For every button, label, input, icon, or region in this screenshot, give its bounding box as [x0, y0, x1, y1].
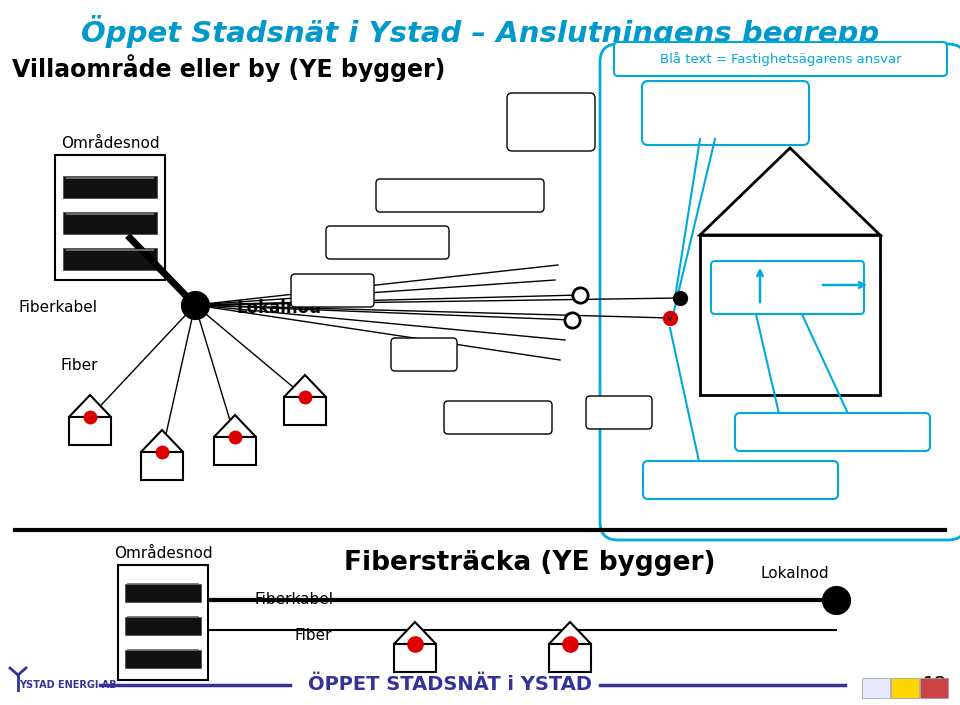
- Bar: [69, 417, 111, 445]
- Bar: [920, 678, 948, 698]
- Text: Områdesnod: Områdesnod: [113, 546, 212, 560]
- Text: Blå text = Fastighetsägarens ansvar: Blå text = Fastighetsägarens ansvar: [660, 52, 901, 66]
- Text: Anslutningspunkt: Anslutningspunkt: [399, 188, 520, 202]
- Text: v: v: [667, 313, 673, 323]
- Bar: [118, 565, 208, 680]
- FancyBboxPatch shape: [642, 81, 809, 145]
- Polygon shape: [69, 395, 111, 417]
- Polygon shape: [549, 622, 591, 644]
- Text: Fiberkabel: Fiberkabel: [255, 592, 334, 608]
- Text: Fiberkabel: Fiberkabel: [18, 300, 97, 316]
- Bar: [63, 176, 157, 198]
- Bar: [55, 155, 165, 280]
- FancyBboxPatch shape: [735, 413, 930, 451]
- Bar: [125, 617, 201, 635]
- Text: Öppet Stadsnät i Ystad – Anslutningens begrepp: Öppet Stadsnät i Ystad – Anslutningens b…: [81, 16, 879, 49]
- Text: Fibersträcka (YE bygger): Fibersträcka (YE bygger): [345, 550, 716, 576]
- Bar: [214, 437, 256, 465]
- Text: Lokalnod: Lokalnod: [760, 565, 829, 580]
- Bar: [394, 644, 436, 672]
- FancyBboxPatch shape: [711, 261, 864, 314]
- Text: Områdesnod: Områdesnod: [60, 135, 159, 150]
- FancyBboxPatch shape: [444, 401, 552, 434]
- FancyBboxPatch shape: [507, 93, 595, 151]
- Polygon shape: [700, 148, 880, 235]
- FancyBboxPatch shape: [600, 44, 960, 540]
- Text: YSTAD ENERGI AB: YSTAD ENERGI AB: [19, 680, 117, 690]
- Text: Villaområde eller by (YE bygger): Villaområde eller by (YE bygger): [12, 54, 445, 82]
- FancyBboxPatch shape: [326, 226, 449, 259]
- Polygon shape: [284, 375, 326, 397]
- Text: Lokalnod: Lokalnod: [237, 299, 322, 317]
- Polygon shape: [394, 622, 436, 644]
- Polygon shape: [214, 415, 256, 437]
- FancyBboxPatch shape: [643, 461, 838, 499]
- FancyBboxPatch shape: [586, 396, 652, 429]
- FancyBboxPatch shape: [291, 274, 374, 307]
- Text: Fiber: Fiber: [60, 357, 98, 372]
- Text: 12: 12: [924, 675, 948, 694]
- FancyBboxPatch shape: [614, 42, 947, 76]
- FancyBboxPatch shape: [376, 179, 544, 212]
- Text: Fiber: Fiber: [316, 283, 349, 298]
- Text: Fiberterminal: Fiberterminal: [741, 281, 833, 295]
- Text: Håltagning i fasad: Håltagning i fasad: [677, 472, 804, 488]
- Bar: [63, 248, 157, 270]
- Bar: [891, 678, 919, 698]
- Bar: [63, 212, 157, 234]
- Bar: [549, 644, 591, 672]
- Bar: [125, 650, 201, 668]
- Text: LAN – Lokalt nätverk: LAN – Lokalt nätverk: [761, 425, 904, 439]
- Bar: [141, 452, 183, 480]
- Polygon shape: [141, 430, 183, 452]
- Text: Fiber-
kontakt: Fiber- kontakt: [525, 106, 577, 137]
- Text: Tomtgräns: Tomtgräns: [351, 235, 424, 250]
- Bar: [700, 235, 880, 395]
- Text: Grävning på
tomt: Grävning på tomt: [683, 96, 768, 130]
- Text: ÖPPET STADSNÄT i YSTAD: ÖPPET STADSNÄT i YSTAD: [308, 675, 592, 694]
- FancyBboxPatch shape: [391, 338, 457, 371]
- Bar: [125, 584, 201, 602]
- Bar: [284, 397, 326, 425]
- Text: Rör: Rör: [413, 348, 436, 362]
- Text: Rör: Rör: [608, 405, 631, 419]
- Text: Fiber: Fiber: [295, 627, 332, 642]
- Bar: [862, 678, 890, 698]
- Text: Rör-skarv: Rör-skarv: [466, 410, 531, 424]
